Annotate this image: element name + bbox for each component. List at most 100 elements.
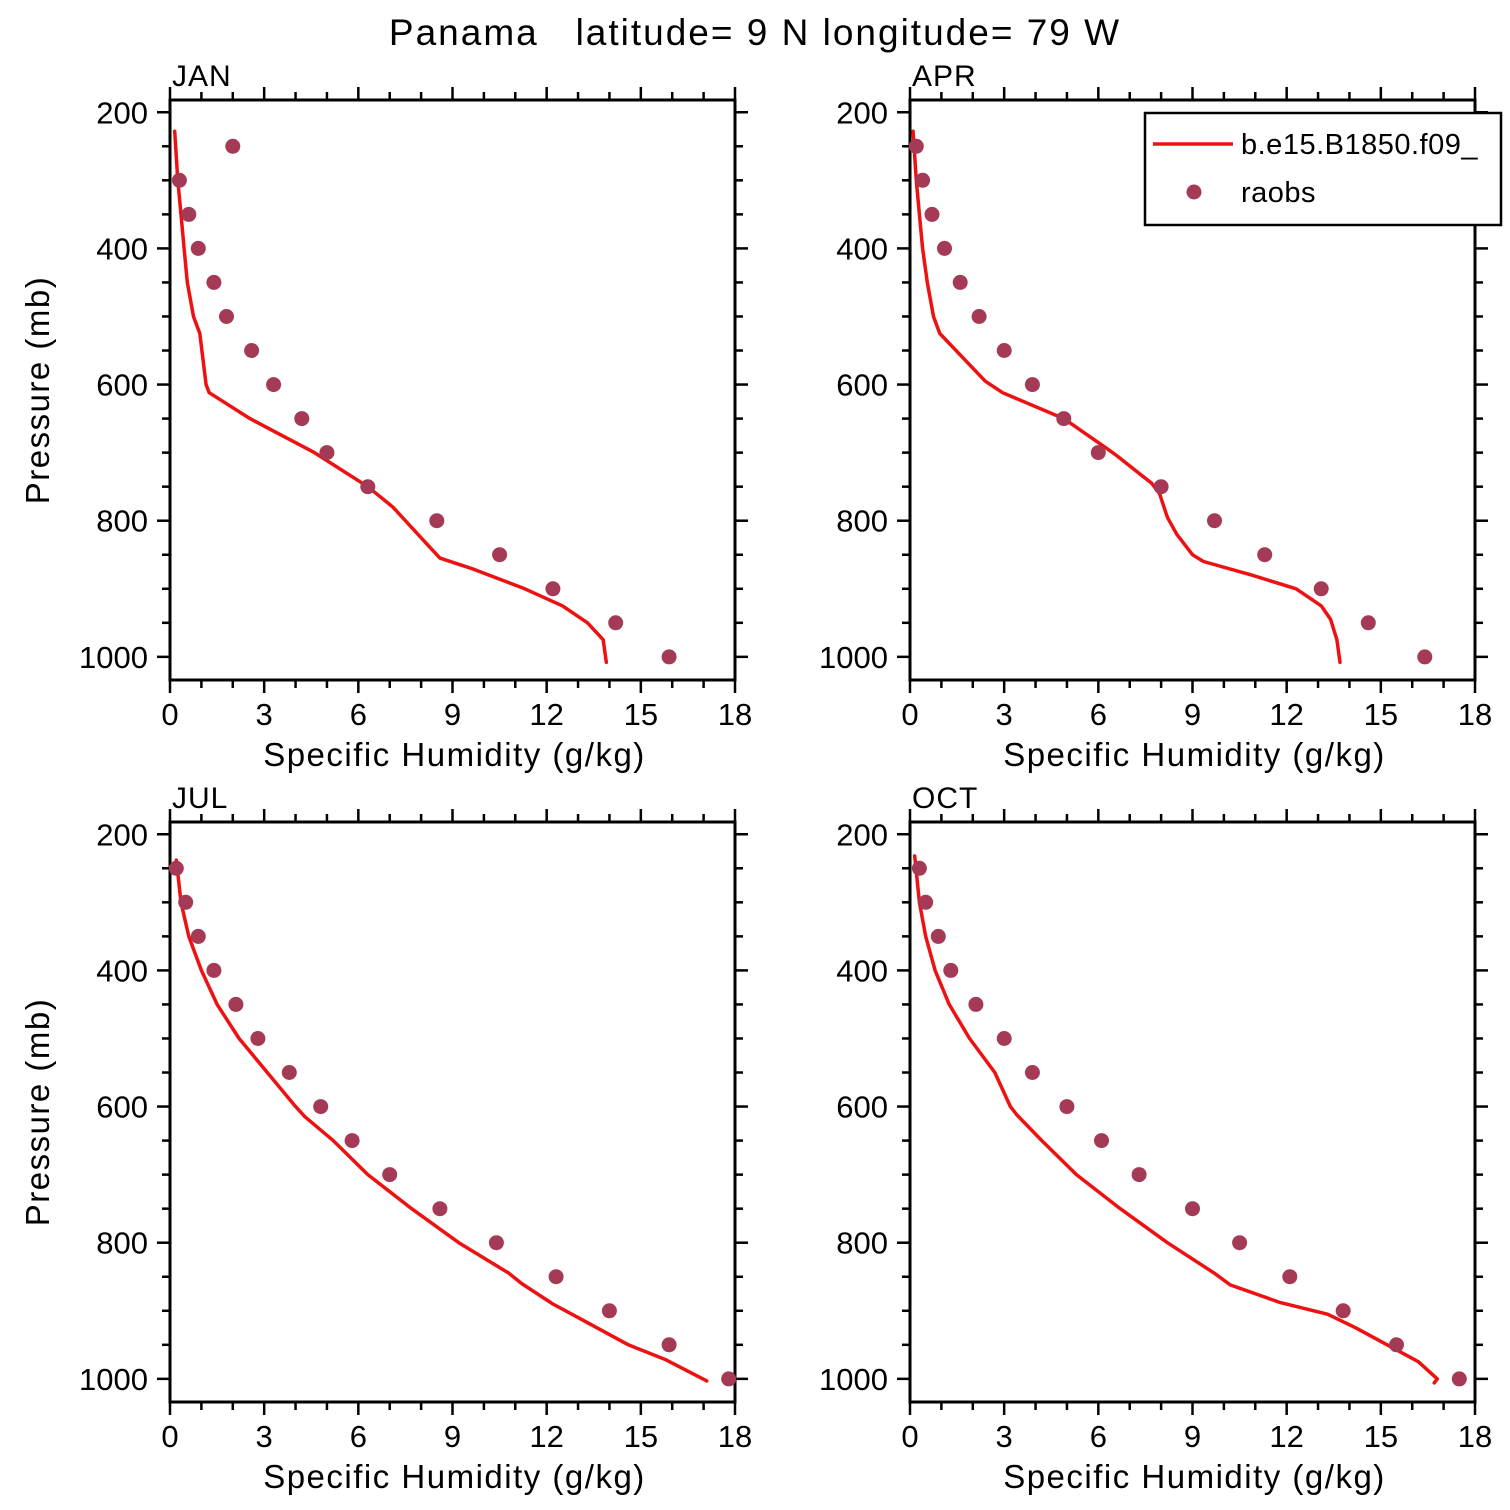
- legend-raobs-label: raobs: [1241, 177, 1316, 209]
- raobs-dot: [344, 1133, 360, 1149]
- raobs-dot: [190, 240, 206, 256]
- raobs-dot: [360, 479, 376, 495]
- raobs-dot: [1059, 1099, 1075, 1115]
- raobs-dot: [1153, 479, 1169, 495]
- x-tick-label: 3: [996, 1419, 1013, 1454]
- raobs-dot: [661, 649, 677, 665]
- raobs-dot: [1360, 615, 1376, 631]
- y-tick-label: 1000: [819, 1362, 888, 1397]
- raobs-dot: [432, 1201, 448, 1217]
- raobs-dot: [492, 547, 508, 563]
- y-tick-label: 200: [836, 95, 888, 130]
- raobs-dot: [1131, 1167, 1147, 1183]
- model-line: [911, 129, 1342, 665]
- raobs-dot: [266, 377, 282, 393]
- y-tick-label: 600: [96, 368, 148, 403]
- raobs-dot: [244, 343, 260, 358]
- panel-title-jul: JUL: [172, 782, 229, 815]
- y-tick-label: 200: [836, 817, 888, 852]
- x-tick-label: 6: [1090, 1419, 1107, 1454]
- panel-title-oct: OCT: [912, 782, 979, 815]
- raobs-dots: [171, 138, 677, 665]
- raobs-dot: [661, 1337, 677, 1353]
- raobs-dot: [908, 138, 924, 154]
- plot-frame: [168, 98, 737, 682]
- legend: b.e15.B1850.f09_raobs: [1143, 111, 1503, 227]
- raobs-dot: [943, 962, 959, 978]
- x-tick-label: 9: [444, 1419, 461, 1454]
- figure-title: Panama latitude= 9 N longitude= 79 W: [388, 12, 1122, 53]
- raobs-dot: [488, 1235, 504, 1251]
- x-tick-label: 3: [256, 697, 273, 732]
- raobs-dot: [996, 1031, 1012, 1046]
- x-axis-label-jan: Specific Humidity (g/kg): [263, 736, 646, 773]
- raobs-dot: [1024, 1065, 1040, 1080]
- panel-title-jan: JAN: [172, 60, 232, 93]
- raobs-dot: [952, 274, 968, 290]
- y-tick-label: 400: [96, 231, 148, 266]
- raobs-dot: [171, 172, 187, 188]
- x-tick-label: 18: [1458, 697, 1492, 732]
- raobs-dot: [313, 1099, 329, 1115]
- x-axis-label-oct: Specific Humidity (g/kg): [1003, 1458, 1386, 1495]
- raobs-dot: [915, 172, 931, 188]
- x-axis-label-apr: Specific Humidity (g/kg): [1003, 736, 1386, 773]
- y-tick-label: 600: [836, 368, 888, 403]
- raobs-dots: [908, 138, 1433, 665]
- plot-frame: [168, 820, 737, 1404]
- raobs-dot: [1232, 1235, 1248, 1251]
- y-tick-label: 800: [96, 1226, 148, 1261]
- x-tick-label: 15: [1364, 1419, 1398, 1454]
- y-tick-label: 1000: [79, 640, 148, 675]
- x-tick-label: 9: [1184, 697, 1201, 732]
- x-tick-label: 0: [161, 1419, 178, 1454]
- raobs-dot: [206, 962, 222, 978]
- raobs-dot: [911, 860, 927, 876]
- plot-oct: 0 3 6 9 12 15 18 200 400 600 800 1000: [819, 809, 1492, 1454]
- raobs-dot: [937, 240, 952, 256]
- raobs-dot: [1417, 649, 1433, 665]
- legend-model-label: b.e15.B1850.f09_: [1241, 129, 1478, 161]
- plot-jul: 0 3 6 9 12 15 18 200 400 600 800 1000: [79, 809, 752, 1454]
- raobs-dot: [228, 996, 244, 1012]
- x-tick-label: 6: [350, 1419, 367, 1454]
- raobs-dot: [971, 309, 987, 324]
- raobs-dot: [190, 928, 206, 944]
- raobs-dot: [548, 1269, 564, 1285]
- raobs-dot: [219, 309, 234, 324]
- x-tick-label: 3: [996, 697, 1013, 732]
- y-tick-label: 200: [96, 817, 148, 852]
- x-tick-label: 12: [1269, 697, 1303, 732]
- x-tick-label: 12: [1269, 1419, 1303, 1454]
- y-axis-label-top-row: Pressure (mb): [19, 275, 56, 505]
- raobs-dot: [294, 411, 310, 427]
- y-axis-label-bottom-row: Pressure (mb): [19, 997, 56, 1227]
- raobs-dot: [601, 1303, 617, 1319]
- x-tick-label: 12: [529, 1419, 563, 1454]
- raobs-dot: [1282, 1269, 1298, 1285]
- x-tick-label: 12: [529, 697, 563, 732]
- raobs-dot: [608, 615, 624, 631]
- raobs-dot: [1090, 445, 1106, 461]
- raobs-dot: [1335, 1303, 1351, 1319]
- raobs-dots: [911, 860, 1467, 1387]
- plot-apr: 0 3 6 9 12 15 18 200 400 600 800 1000 b.e15.B1850.f0…: [819, 87, 1503, 732]
- plot-frame: [908, 98, 1477, 682]
- raobs-dot: [918, 894, 934, 910]
- raobs-dot: [1207, 513, 1222, 529]
- y-tick-label: 1000: [819, 640, 888, 675]
- y-tick-label: 400: [836, 231, 888, 266]
- raobs-dot: [250, 1031, 266, 1046]
- x-tick-label: 18: [1458, 1419, 1492, 1454]
- x-tick-label: 15: [1364, 697, 1398, 732]
- x-tick-label: 0: [901, 1419, 918, 1454]
- raobs-dot: [1185, 1201, 1200, 1217]
- raobs-dot: [1313, 581, 1329, 597]
- plot-frame: [908, 820, 1477, 1404]
- plot-jan: 0 3 6 9 12 15 18 200 400 600 800 1000: [79, 87, 752, 732]
- raobs-dot: [968, 996, 984, 1012]
- raobs-dot: [1389, 1337, 1404, 1353]
- raobs-dot: [924, 206, 940, 222]
- raobs-dot: [319, 445, 335, 461]
